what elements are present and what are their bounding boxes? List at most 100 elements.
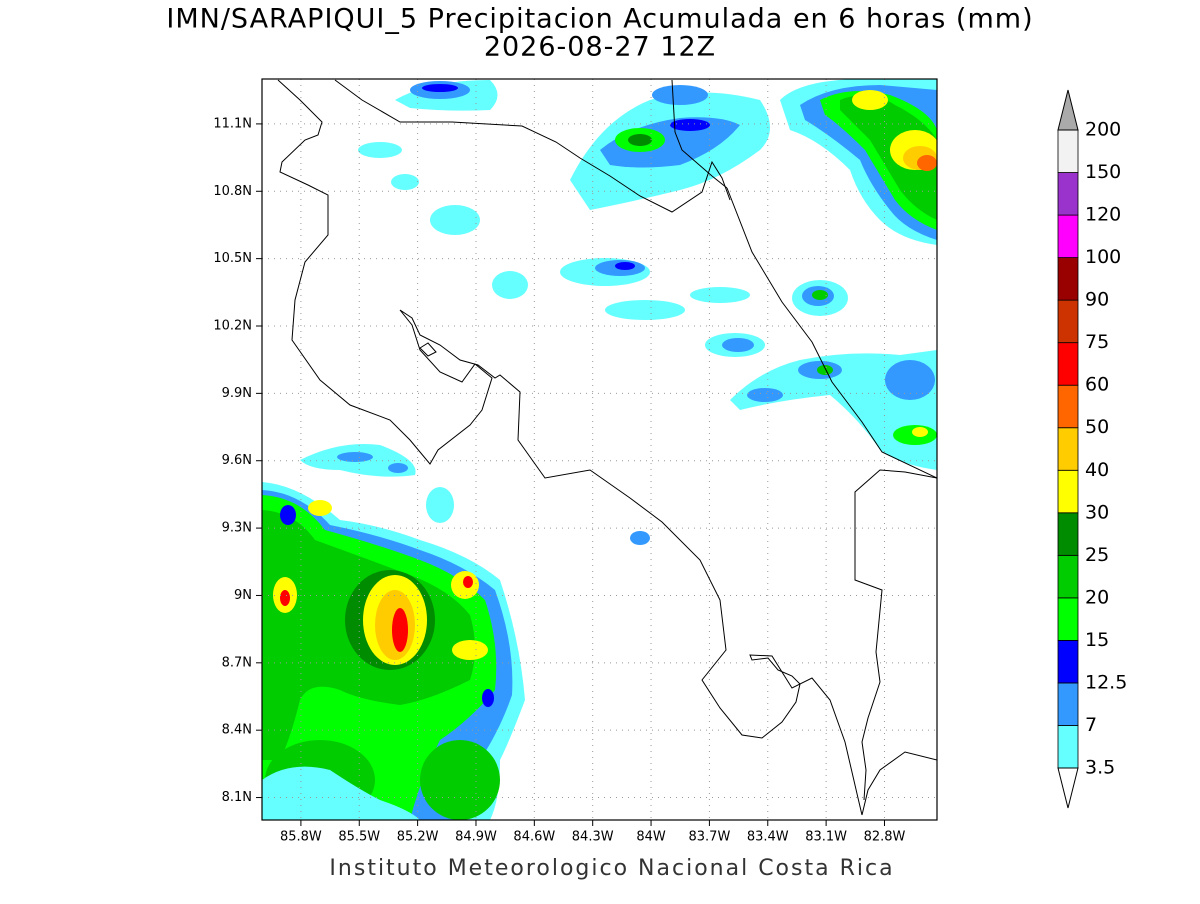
colorbar-label: 75 [1085,331,1109,353]
colorbar-swatch [1057,172,1079,216]
colorbar-swatch [1057,342,1079,386]
x-tick-label: 83.4W [747,830,789,845]
colorbar-swatch [1057,725,1079,769]
precip-area [605,300,685,320]
y-tick-label: 9.9N [222,386,252,401]
x-tick-label: 85.2W [397,830,439,845]
y-tick-label: 9.6N [222,453,252,468]
colorbar-swatch [1057,129,1079,173]
precip-area [917,155,937,171]
precip-area [630,531,650,545]
y-tick-label: 9.3N [222,521,252,536]
precip-area [463,576,473,588]
x-tick-label: 85.5W [338,830,380,845]
colorbar-label: 3.5 [1085,757,1115,779]
colorbar-label: 40 [1085,459,1109,481]
map-frame [261,78,938,821]
precip-area [388,463,408,473]
colorbar-swatch [1057,427,1079,471]
precip-area [430,205,480,235]
x-tick-label: 85.8W [280,830,322,845]
colorbar-label: 50 [1085,416,1109,438]
y-tick-label: 10.5N [213,251,252,266]
precip-area [280,505,296,525]
panama-border [854,469,937,801]
precip-area [452,640,488,660]
island [419,342,437,357]
precip-area [912,427,928,437]
x-tick-label: 82.8W [864,830,906,845]
precip-area [817,365,833,375]
precip-area [670,119,710,131]
x-tick-label: 84W [636,830,666,845]
nicaragua-border [334,79,731,213]
precip-area [392,608,408,652]
colorbar-label: 7 [1085,714,1097,736]
footer: Instituto Meteorologico Nacional Costa R… [329,856,894,881]
x-tick-label: 84.6W [513,830,555,845]
colorbar-label: 150 [1085,161,1121,183]
colorbar: 3.5 7 12.5 15 20 25 30 40 50 60 75 90 100 120 150 200 [1057,89,1127,809]
colorbar-label: 20 [1085,586,1109,608]
precip-area [426,487,454,523]
precip-area [840,95,937,220]
lake-shore [671,79,728,189]
precip-area [852,90,888,110]
precip-area [492,271,528,299]
caribbean-coast [726,187,937,479]
colorbar-label: 12.5 [1085,671,1127,693]
colorbar-label: 100 [1085,246,1121,268]
pacific-coast [277,79,863,816]
colorbar-label: 25 [1085,544,1109,566]
colorbar-swatch [1057,554,1079,599]
y-tick-label: 10.8N [213,184,252,199]
colorbar-label: 30 [1085,501,1109,523]
y-tick-label: 9N [234,588,252,603]
colorbar-swatch [1057,512,1079,556]
precip-area [690,287,750,303]
precip-area [722,338,754,352]
colorbar-swatch [1057,257,1079,301]
colorbar-swatch [1057,469,1079,514]
x-tick-label: 84.9W [455,830,497,845]
colorbar-label: 120 [1085,204,1121,226]
precip-area [628,134,652,146]
colorbar-over [1057,89,1079,131]
colorbar-label: 200 [1085,119,1121,141]
precip-area [358,142,402,158]
precip-area [391,174,419,190]
colorbar-swatch [1057,299,1079,344]
title: IMN/SARAPIQUI_5 Precipitacion Acumulada … [166,4,1033,35]
colorbar-swatch [1057,214,1079,258]
subtitle: 2026-08-27 12Z [484,32,716,63]
precip-area [262,766,420,820]
precip-field [262,79,937,820]
colorbar-swatch [1057,384,1079,429]
precip-area [652,85,708,105]
y-tick-label: 8.7N [222,655,252,670]
colorbar-label: 60 [1085,374,1109,396]
precip-area [280,590,290,606]
x-tick-label: 84.3W [572,830,614,845]
grid: 8.1N 8.4N 8.7N 9N 9.3N 9.6N 9.9N 10.2N 10.5N 10.8… [213,79,937,845]
precip-area [747,388,783,402]
precip-area [885,360,935,400]
colorbar-swatch [1057,597,1079,641]
coastlines [277,79,937,816]
x-tick-label: 83.1W [805,830,847,845]
precip-area [308,500,332,516]
precip-area [812,290,828,300]
precip-area [615,262,635,270]
colorbar-under [1057,767,1079,809]
precip-area [422,84,458,92]
colorbar-label: 90 [1085,289,1109,311]
x-tick-label: 83.7W [689,830,731,845]
y-tick-label: 11.1N [213,116,252,131]
panama-coast [861,751,937,816]
precip-area [420,740,500,820]
y-tick-label: 8.1N [222,790,252,805]
colorbar-swatch [1057,640,1079,684]
y-tick-label: 8.4N [222,723,252,738]
precip-area [482,689,494,707]
